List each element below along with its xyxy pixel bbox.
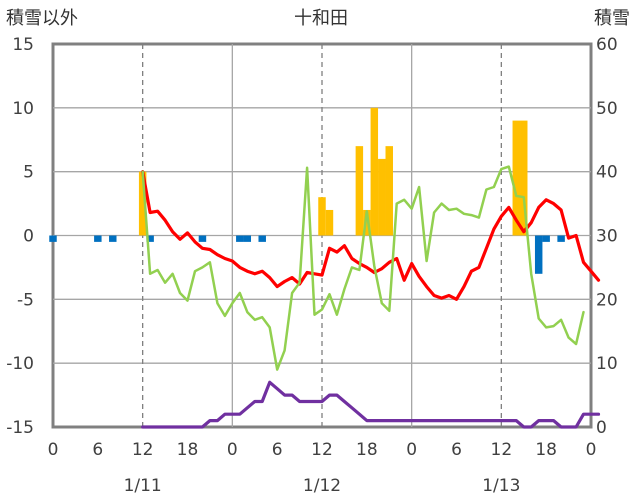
- precip_bar-bar: [378, 158, 386, 236]
- negative_bar-bar: [49, 235, 57, 242]
- right-axis-tick-label: 30: [596, 227, 618, 247]
- right-axis-tick-label: 0: [596, 418, 607, 438]
- x-axis-tick-label: 18: [535, 440, 557, 460]
- precip_bar-bar: [363, 209, 371, 236]
- right-axis-tick-label: 10: [596, 354, 618, 374]
- negative_bar-bar: [198, 235, 207, 242]
- x-axis-tick-label: 0: [227, 440, 238, 460]
- bar-series: [49, 107, 565, 274]
- negative_bar-bar: [94, 235, 102, 242]
- precip_bar-bar: [138, 171, 147, 236]
- x-axis-date-label: 1/11: [124, 476, 162, 496]
- left-axis-tick-label: 10: [12, 99, 34, 119]
- left-axis-title: 積雪以外: [6, 8, 78, 29]
- negative_bar-bar: [243, 235, 252, 242]
- left-axis-tick-label: 5: [23, 163, 34, 183]
- left-axis-tick-label: -5: [17, 290, 34, 310]
- left-axis-tick-label: 15: [12, 35, 34, 55]
- precip_bar-bar: [355, 146, 364, 236]
- x-axis-tick-label: 0: [406, 440, 417, 460]
- x-axis-tick-label: 12: [491, 440, 513, 460]
- x-axis-tick-label: 18: [356, 440, 378, 460]
- negative_bar-bar: [146, 235, 154, 242]
- precip_bar-bar: [520, 120, 528, 236]
- left-axis-tick-label: -10: [6, 354, 34, 374]
- precip_bar-bar: [385, 146, 393, 236]
- snow_depth-line: [141, 380, 601, 429]
- x-axis-tick-label: 18: [177, 440, 199, 460]
- line-series: [141, 165, 601, 429]
- x-axis-tick-label: 6: [272, 440, 283, 460]
- left-axis-tick-label: -15: [6, 418, 34, 438]
- right-axis-tick-label: 40: [596, 163, 618, 183]
- temperature-line: [141, 170, 601, 301]
- negative_bar-bar: [542, 235, 550, 242]
- wind_speed-line: [141, 165, 585, 371]
- negative_bar-bar: [258, 235, 266, 242]
- x-axis-tick-label: 0: [586, 440, 597, 460]
- precip_bar-bar: [512, 120, 521, 236]
- x-axis-tick-label: 6: [451, 440, 462, 460]
- right-axis-tick-label: 20: [596, 290, 618, 310]
- x-axis-tick-label: 6: [92, 440, 103, 460]
- right-axis-tick-label: 50: [596, 99, 618, 119]
- right-axis-tick-label: 60: [596, 35, 618, 55]
- negative_bar-bar: [557, 235, 565, 242]
- x-axis-tick-label: 12: [132, 440, 154, 460]
- negative_bar-bar: [534, 235, 543, 274]
- precip_bar-bar: [318, 197, 326, 236]
- chart-title: 十和田: [294, 8, 348, 29]
- right-axis-title: 積雪: [594, 8, 630, 29]
- x-axis-date-label: 1/13: [482, 476, 520, 496]
- x-axis-date-label: 1/12: [303, 476, 341, 496]
- precip_bar-bar: [370, 107, 379, 236]
- negative_bar-bar: [236, 235, 244, 242]
- negative_bar-bar: [109, 235, 117, 242]
- left-axis-tick-label: 0: [23, 227, 34, 247]
- precip_bar-bar: [325, 209, 334, 236]
- x-axis-tick-label: 0: [48, 440, 59, 460]
- x-axis-tick-label: 12: [311, 440, 333, 460]
